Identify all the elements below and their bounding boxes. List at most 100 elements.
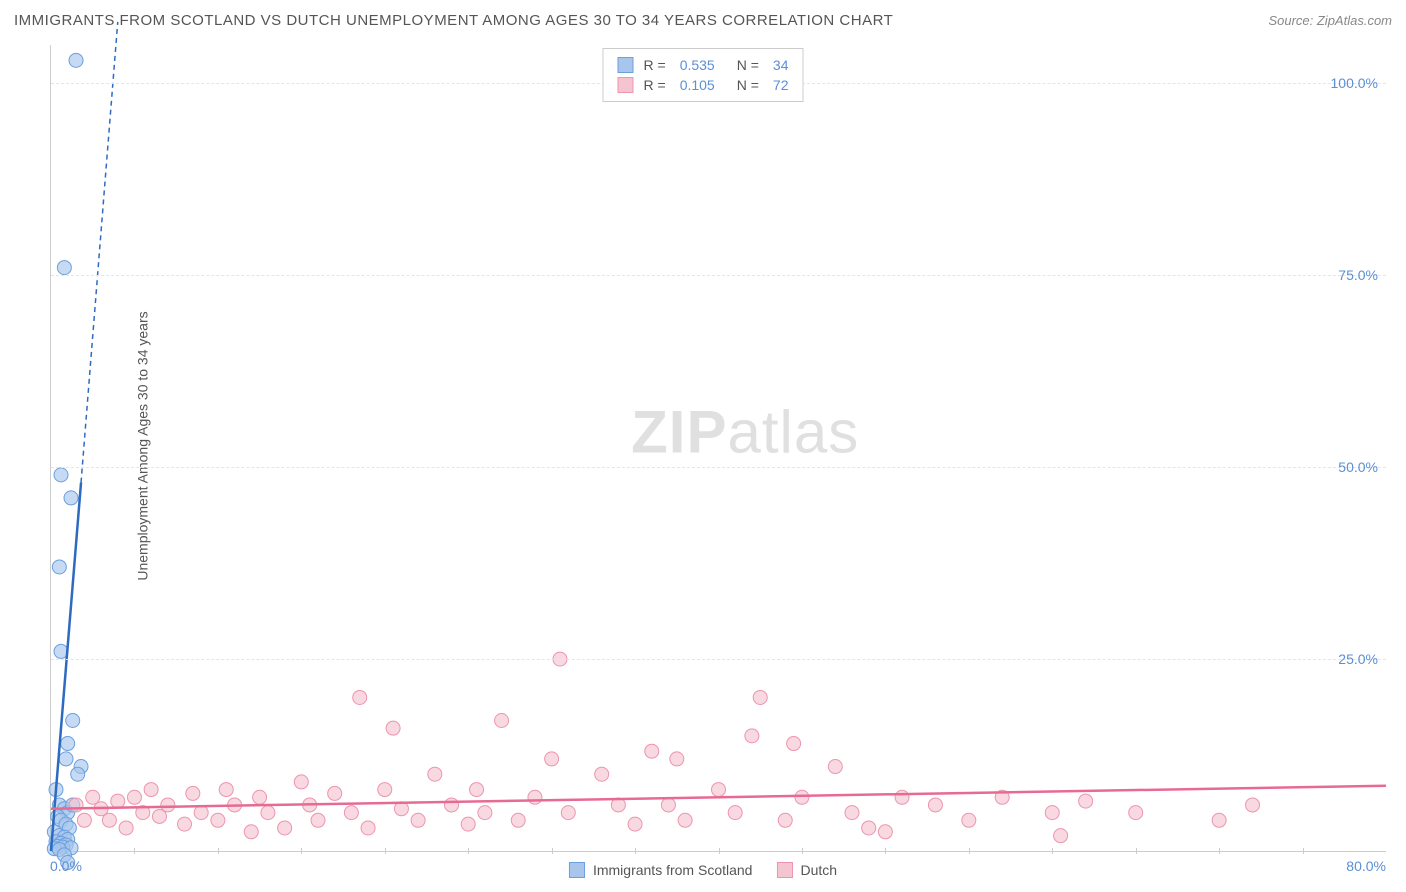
regression-line <box>51 483 81 851</box>
data-point <box>495 714 509 728</box>
data-point <box>661 798 675 812</box>
source-attribution: Source: ZipAtlas.com <box>1268 13 1392 28</box>
data-point <box>278 821 292 835</box>
data-point <box>862 821 876 835</box>
data-point <box>1079 794 1093 808</box>
data-point <box>678 813 692 827</box>
x-tick <box>802 848 803 854</box>
data-point <box>244 825 258 839</box>
data-point <box>895 790 909 804</box>
data-point <box>211 813 225 827</box>
data-point <box>344 806 358 820</box>
data-point <box>219 783 233 797</box>
y-tick-label: 25.0% <box>1338 651 1378 667</box>
x-tick <box>218 848 219 854</box>
x-tick <box>1052 848 1053 854</box>
data-point <box>61 737 75 751</box>
data-point <box>1054 829 1068 843</box>
r-value: 0.535 <box>680 57 715 73</box>
data-point <box>378 783 392 797</box>
x-axis-max-label: 80.0% <box>1346 858 1386 874</box>
data-point <box>311 813 325 827</box>
data-point <box>845 806 859 820</box>
data-point <box>102 813 116 827</box>
data-point <box>328 786 342 800</box>
data-point <box>445 798 459 812</box>
x-tick <box>134 848 135 854</box>
scatter-plot-svg <box>51 45 1386 851</box>
data-point <box>54 468 68 482</box>
legend-swatch <box>776 862 792 878</box>
x-tick <box>969 848 970 854</box>
series-legend: Immigrants from Scotland Dutch <box>569 862 837 878</box>
data-point <box>119 821 133 835</box>
header: IMMIGRANTS FROM SCOTLAND VS DUTCH UNEMPL… <box>14 12 1392 29</box>
x-tick <box>885 848 886 854</box>
data-point <box>411 813 425 827</box>
data-point <box>59 752 73 766</box>
data-point <box>928 798 942 812</box>
data-point <box>144 783 158 797</box>
data-point <box>294 775 308 789</box>
n-value: 34 <box>773 57 789 73</box>
data-point <box>470 783 484 797</box>
data-point <box>712 783 726 797</box>
legend-swatch <box>569 862 585 878</box>
data-point <box>386 721 400 735</box>
legend-label: Dutch <box>800 862 837 878</box>
data-point <box>57 261 71 275</box>
r-value: 0.105 <box>680 77 715 93</box>
data-point <box>194 806 208 820</box>
data-point <box>1246 798 1260 812</box>
x-tick <box>635 848 636 854</box>
correlation-legend: R = 0.535 N = 34 R = 0.105 N = 72 <box>603 48 804 102</box>
legend-label: Immigrants from Scotland <box>593 862 753 878</box>
y-tick-label: 100.0% <box>1331 75 1378 91</box>
chart-plot-area: ZIPatlas 25.0%50.0%75.0%100.0% <box>50 45 1386 852</box>
data-point <box>745 729 759 743</box>
r-label: R = <box>644 57 666 73</box>
data-point <box>561 806 575 820</box>
legend-item: Immigrants from Scotland <box>569 862 753 878</box>
data-point <box>1045 806 1059 820</box>
x-tick <box>719 848 720 854</box>
legend-row: R =0.535 N =34 <box>618 55 789 75</box>
data-point <box>1212 813 1226 827</box>
data-point <box>728 806 742 820</box>
n-label: N = <box>737 77 759 93</box>
x-tick <box>1219 848 1220 854</box>
x-tick <box>301 848 302 854</box>
data-point <box>828 760 842 774</box>
data-point <box>186 786 200 800</box>
data-point <box>645 744 659 758</box>
chart-title: IMMIGRANTS FROM SCOTLAND VS DUTCH UNEMPL… <box>14 12 893 29</box>
legend-row: R = 0.105 N = 72 <box>618 75 789 95</box>
data-point <box>962 813 976 827</box>
x-tick <box>552 848 553 854</box>
data-point <box>253 790 267 804</box>
data-point <box>461 817 475 831</box>
data-point <box>69 53 83 67</box>
data-point <box>478 806 492 820</box>
data-point <box>71 767 85 781</box>
y-tick-label: 50.0% <box>1338 459 1378 475</box>
data-point <box>64 491 78 505</box>
regression-line-extrapolated <box>81 22 118 483</box>
data-point <box>261 806 275 820</box>
data-point <box>595 767 609 781</box>
data-point <box>795 790 809 804</box>
x-axis-min-label: 0.0% <box>50 858 82 874</box>
r-label: R = <box>644 77 666 93</box>
n-value: 72 <box>773 77 789 93</box>
data-point <box>878 825 892 839</box>
y-tick-label: 75.0% <box>1338 267 1378 283</box>
data-point <box>511 813 525 827</box>
legend-swatch <box>618 77 634 93</box>
gridline <box>51 467 1386 468</box>
data-point <box>353 690 367 704</box>
legend-item: Dutch <box>776 862 837 878</box>
data-point <box>778 813 792 827</box>
x-tick <box>1136 848 1137 854</box>
data-point <box>670 752 684 766</box>
gridline <box>51 659 1386 660</box>
